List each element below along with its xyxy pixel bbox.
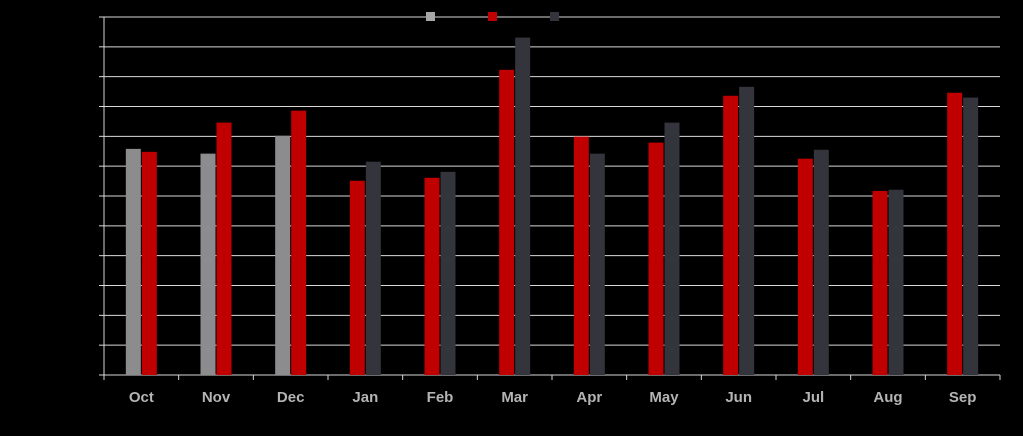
x-tick-label: Dec [277, 389, 305, 406]
x-tick-label: Jun [725, 389, 752, 406]
x-tick-label: Apr [576, 389, 602, 406]
bar [499, 69, 515, 376]
bar [141, 151, 157, 375]
bar [888, 189, 904, 375]
bar [365, 161, 381, 375]
legend-swatch [426, 12, 435, 21]
bar [200, 153, 216, 375]
x-tick-label: Jan [352, 389, 378, 406]
bar [739, 86, 755, 375]
bar [125, 148, 141, 375]
bar [573, 136, 589, 375]
legend-swatch [550, 12, 559, 21]
x-tick-label: May [649, 389, 679, 406]
bar [723, 95, 739, 375]
x-tick-label: Sep [949, 389, 977, 406]
bar [589, 153, 605, 375]
bar [797, 158, 813, 375]
x-tick-label: Oct [129, 389, 154, 406]
bar [349, 180, 365, 375]
x-tick-label: Mar [501, 389, 528, 406]
legend-swatch [488, 12, 497, 21]
x-tick-label: Jul [802, 389, 824, 406]
bar [424, 177, 440, 375]
bar [872, 190, 888, 375]
bar [440, 171, 456, 375]
bar [275, 135, 291, 375]
bar [291, 110, 307, 375]
bar [515, 37, 531, 376]
bar [648, 142, 664, 375]
bar [216, 122, 232, 375]
x-tick-label: Feb [427, 389, 454, 406]
bar [947, 92, 963, 375]
bar [813, 149, 829, 375]
x-tick-label: Aug [873, 389, 902, 406]
bar [963, 97, 979, 376]
bar [664, 122, 680, 375]
x-tick-label: Nov [202, 389, 231, 406]
